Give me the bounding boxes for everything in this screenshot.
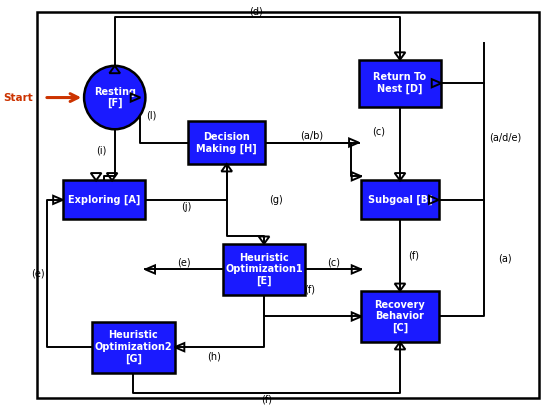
- Text: (j): (j): [181, 202, 191, 212]
- FancyBboxPatch shape: [361, 291, 439, 342]
- Text: (e): (e): [31, 269, 44, 279]
- Text: Exploring [A]: Exploring [A]: [68, 195, 140, 205]
- Text: Heuristic
Optimization1
[E]: Heuristic Optimization1 [E]: [225, 253, 303, 286]
- Text: Decision
Making [H]: Decision Making [H]: [196, 132, 257, 154]
- Text: (e): (e): [177, 257, 191, 267]
- Text: (f): (f): [261, 395, 272, 405]
- Text: Start: Start: [4, 93, 33, 103]
- Text: (c): (c): [372, 126, 385, 136]
- FancyBboxPatch shape: [361, 180, 439, 219]
- Ellipse shape: [84, 66, 146, 129]
- FancyBboxPatch shape: [223, 244, 305, 295]
- Text: (f): (f): [304, 284, 315, 295]
- Text: (c): (c): [327, 257, 340, 267]
- FancyBboxPatch shape: [92, 322, 175, 373]
- Text: (f): (f): [408, 250, 419, 260]
- Text: Subgoal [B]: Subgoal [B]: [368, 195, 433, 205]
- Text: Recovery
Behavior
[C]: Recovery Behavior [C]: [375, 300, 425, 333]
- Text: (h): (h): [207, 351, 221, 361]
- FancyBboxPatch shape: [359, 60, 441, 107]
- Text: Return To
Nest [D]: Return To Nest [D]: [374, 72, 426, 94]
- Text: (d): (d): [249, 6, 263, 16]
- FancyBboxPatch shape: [188, 121, 265, 164]
- Text: (a/d/e): (a/d/e): [489, 132, 522, 143]
- Text: Heuristic
Optimization2
[G]: Heuristic Optimization2 [G]: [95, 330, 172, 364]
- Text: (l): (l): [146, 111, 156, 121]
- FancyBboxPatch shape: [63, 180, 146, 219]
- Text: (i): (i): [96, 146, 107, 156]
- Text: (a): (a): [499, 253, 512, 263]
- Text: Resting
[F]: Resting [F]: [94, 87, 136, 108]
- Text: (g): (g): [269, 195, 282, 205]
- Text: (a/b): (a/b): [300, 130, 324, 140]
